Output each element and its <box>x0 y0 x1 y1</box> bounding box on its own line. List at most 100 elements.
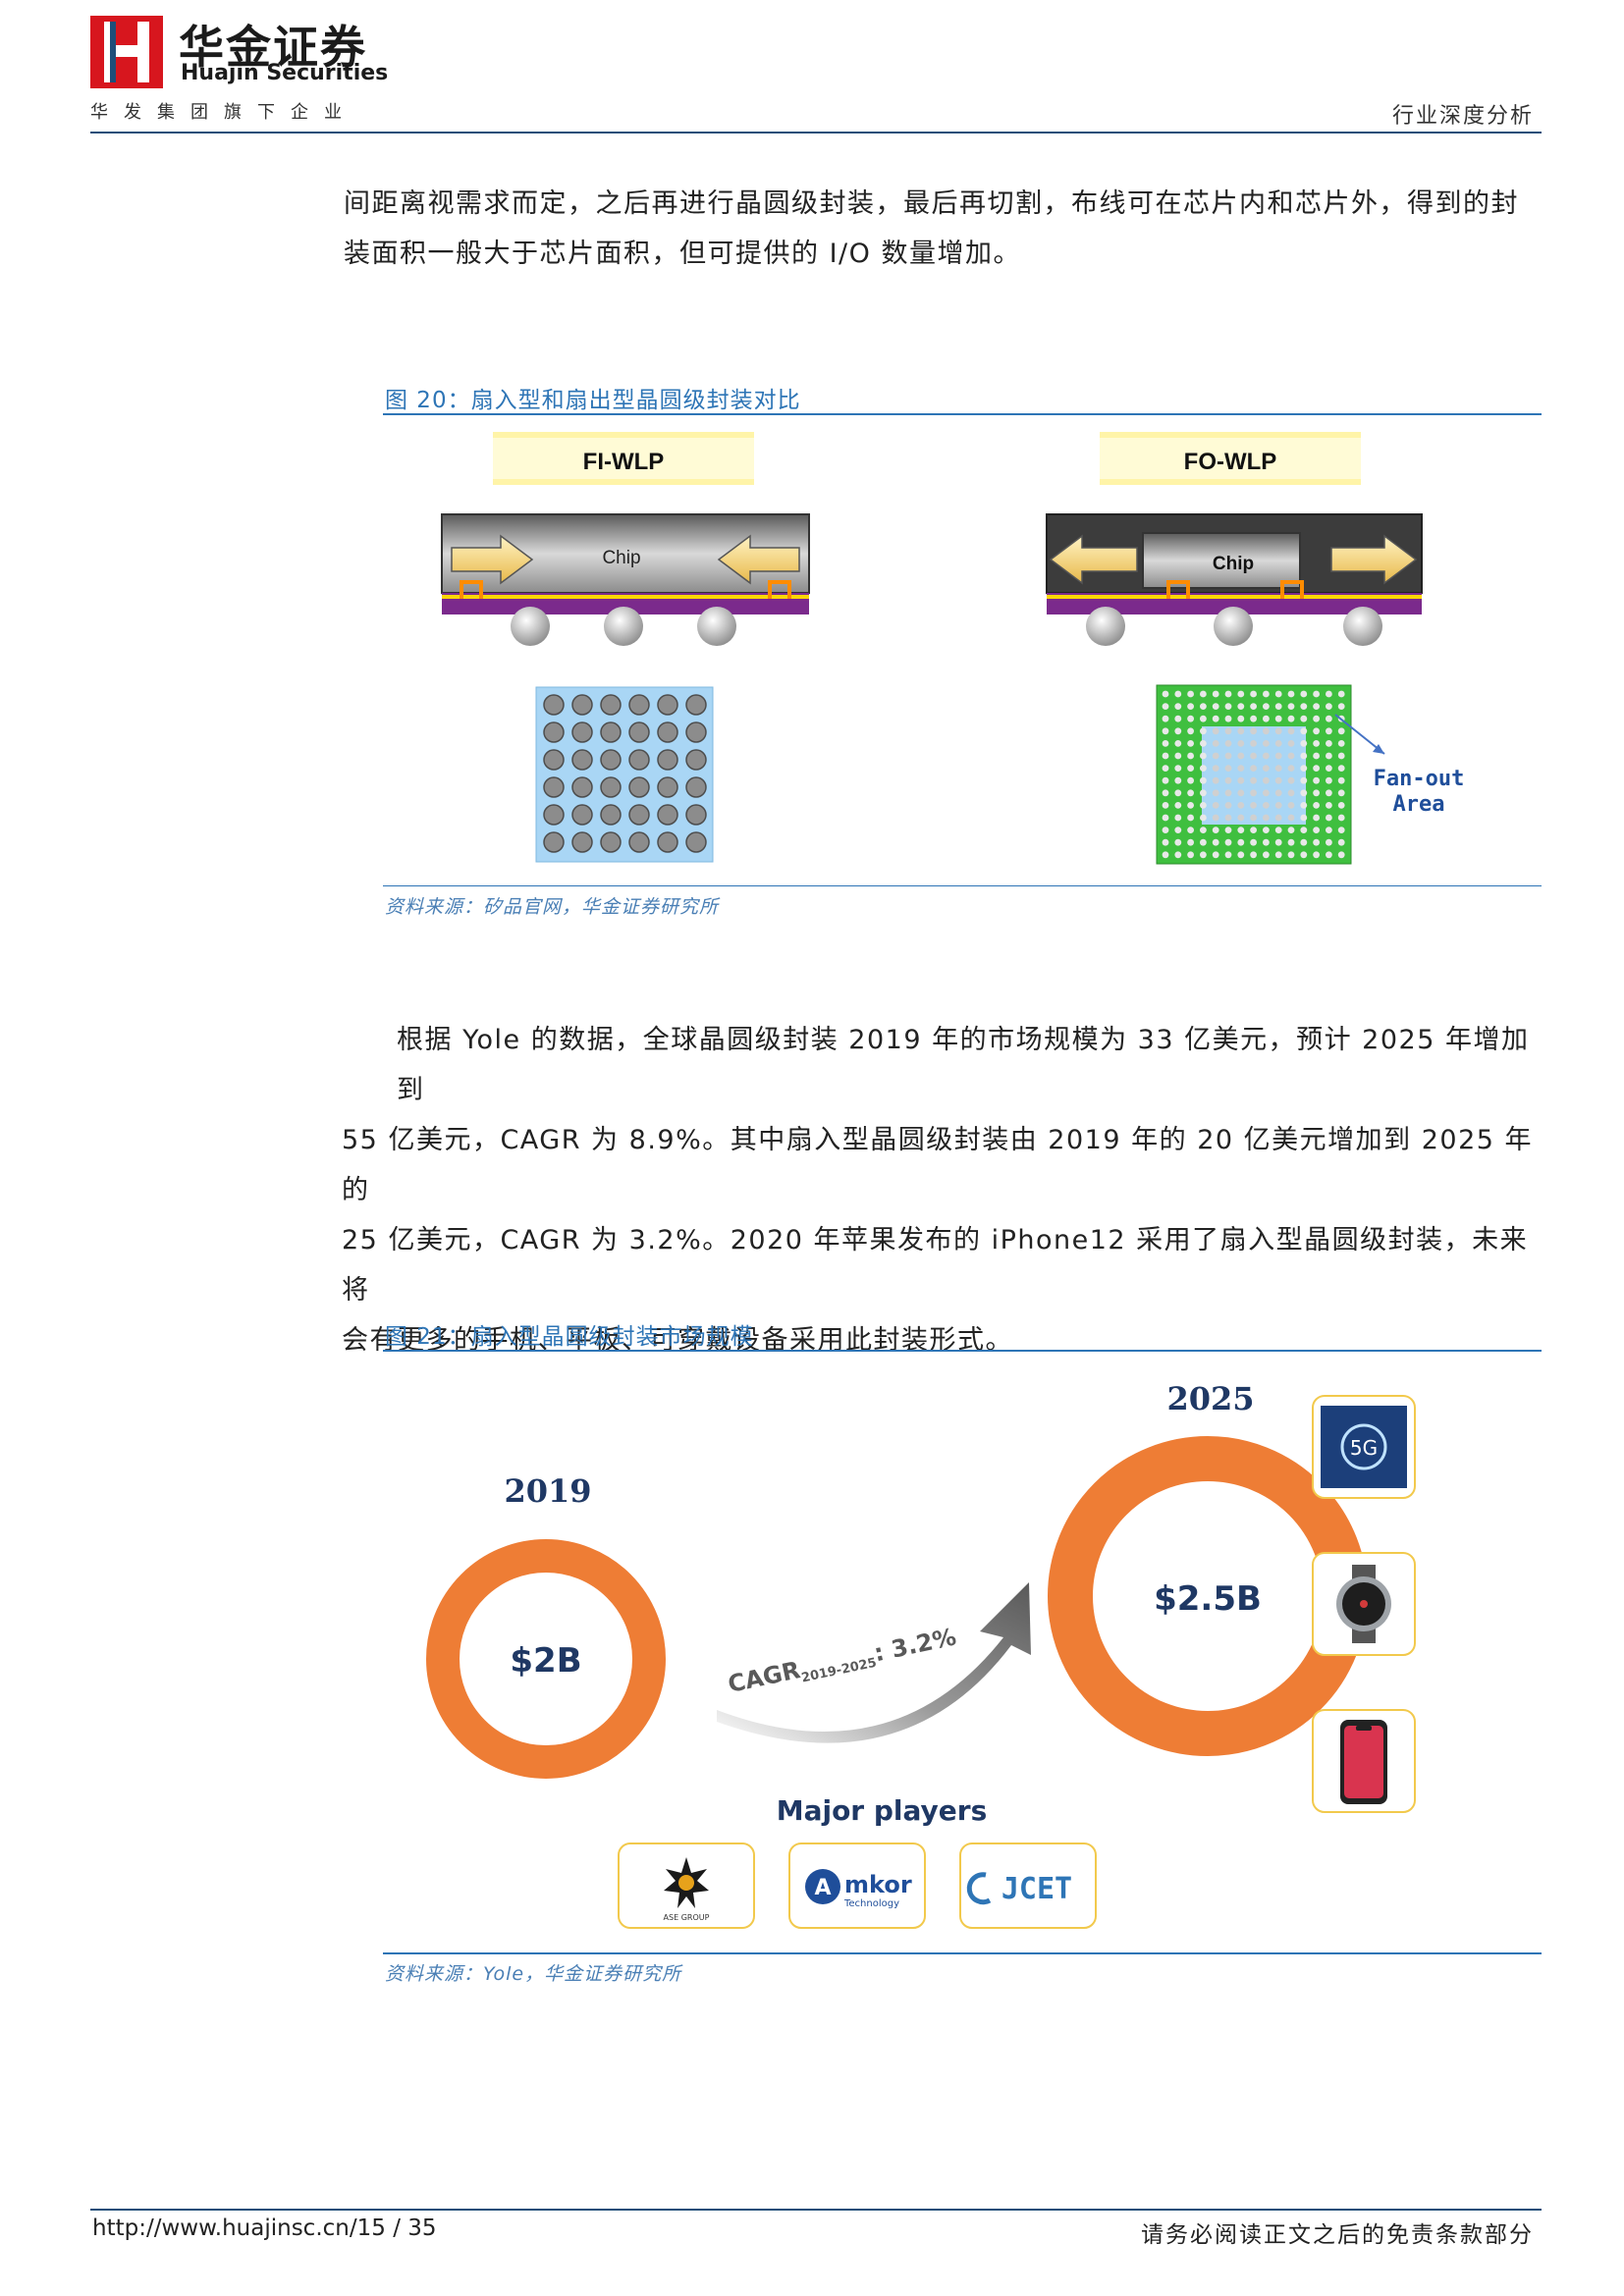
huajin-logo-icon <box>90 16 163 88</box>
solder-ball <box>1212 703 1219 710</box>
solder-ball <box>1174 703 1182 710</box>
player-amkor-card: A mkor Technology <box>788 1842 926 1929</box>
solder-ball <box>1337 814 1345 822</box>
solder-ball <box>1224 752 1232 760</box>
paragraph-2: 根据 Yole 的数据，全球晶圆级封装 2019 年的市场规模为 33 亿美元，… <box>342 1015 1544 1365</box>
solder-ball <box>1162 690 1169 698</box>
solder-ball <box>1224 802 1232 809</box>
solder-ball <box>1212 752 1219 760</box>
solder-ball <box>657 694 678 716</box>
solder-ball <box>1162 765 1169 772</box>
solder-ball <box>1326 851 1332 859</box>
solder-ball <box>1174 776 1182 784</box>
solder-ball <box>1200 752 1207 760</box>
solder-ball <box>600 776 622 798</box>
solder-ball <box>1200 851 1207 859</box>
solder-ball <box>1162 740 1169 747</box>
solder-ball <box>571 749 593 771</box>
solder-ball <box>1174 814 1182 822</box>
solder-ball <box>1187 838 1194 846</box>
solder-ball <box>1300 752 1308 760</box>
solder-ball <box>571 776 593 798</box>
solder-ball <box>543 749 565 771</box>
solder-ball <box>1200 776 1207 784</box>
ring-2019 <box>426 1539 666 1779</box>
solder-ball <box>1224 776 1232 784</box>
svg-text:CAGR2019-2025: 3.2%: CAGR2019-2025: 3.2% <box>726 1623 959 1701</box>
solder-ball <box>685 776 707 798</box>
paragraph-line: 根据 Yole 的数据，全球晶圆级封装 2019 年的市场规模为 33 亿美元，… <box>397 1025 1530 1105</box>
solder-ball <box>1313 752 1320 760</box>
solder-ball <box>1200 838 1207 846</box>
solder-ball <box>1300 827 1308 833</box>
solder-ball <box>1224 789 1232 797</box>
fi-chip-label: Chip <box>602 548 640 568</box>
solder-ball <box>1326 838 1332 846</box>
major-players-label: Major players <box>777 1794 988 1827</box>
year-2019-label: 2019 <box>504 1472 591 1510</box>
fanout-label-line2: Area <box>1393 792 1445 817</box>
player-ase-card: ASE GROUP <box>618 1842 755 1929</box>
solder-ball <box>1274 690 1282 698</box>
figure-20-source: 资料来源：矽品官网，华金证券研究所 <box>385 896 720 918</box>
solder-ball <box>1287 740 1295 747</box>
solder-ball <box>1300 765 1308 772</box>
solder-ball <box>1200 789 1207 797</box>
value-2025: $2.5B <box>1154 1579 1262 1619</box>
solder-ball <box>571 721 593 743</box>
solder-ball <box>571 804 593 826</box>
solder-ball <box>1313 838 1320 846</box>
solder-ball <box>1237 827 1245 833</box>
solder-ball <box>1174 727 1182 735</box>
solder-ball <box>1287 789 1295 797</box>
solder-ball <box>1337 851 1345 859</box>
solder-ball <box>600 804 622 826</box>
solder-ball <box>685 804 707 826</box>
solder-ball <box>1250 765 1257 772</box>
solder-ball <box>657 804 678 826</box>
solder-ball <box>1162 789 1169 797</box>
solder-ball <box>1274 838 1282 846</box>
solder-ball <box>1162 715 1169 722</box>
solder-ball <box>1263 827 1270 833</box>
solder-ball <box>1313 740 1320 747</box>
solder-ball <box>1250 851 1257 859</box>
solder-ball <box>628 804 650 826</box>
solder-ball <box>1200 690 1207 698</box>
solder-ball <box>628 776 650 798</box>
solder-ball <box>1326 727 1332 735</box>
footer-url[interactable]: http://www.huajinsc.cn/ <box>92 2216 357 2241</box>
solder-ball <box>1337 703 1345 710</box>
page-total: 35 <box>407 2216 437 2241</box>
solder-ball <box>1313 776 1320 784</box>
solder-ball <box>1224 715 1232 722</box>
solder-ball <box>657 776 678 798</box>
page-number: 15 <box>356 2216 386 2241</box>
solder-ball <box>1250 715 1257 722</box>
solder-ball <box>1313 827 1320 833</box>
solder-ball <box>1313 814 1320 822</box>
solder-ball <box>1224 838 1232 846</box>
solder-ball <box>571 694 593 716</box>
solder-ball <box>1263 740 1270 747</box>
solder-ball <box>1237 740 1245 747</box>
solder-ball <box>1162 776 1169 784</box>
solder-ball <box>1237 715 1245 722</box>
solder-ball <box>1287 814 1295 822</box>
solder-ball <box>1162 802 1169 809</box>
solder-ball <box>1200 802 1207 809</box>
solder-ball <box>1162 851 1169 859</box>
solder-ball <box>1337 802 1345 809</box>
solder-ball <box>1313 715 1320 722</box>
solder-ball <box>1287 690 1295 698</box>
solder-ball <box>1187 827 1194 833</box>
solder-ball <box>1313 765 1320 772</box>
solder-ball <box>543 804 565 826</box>
jcet-text: JCET <box>1001 1872 1072 1906</box>
solder-ball <box>1237 727 1245 735</box>
solder-ball <box>1287 802 1295 809</box>
solder-ball <box>1187 727 1194 735</box>
solder-ball <box>1212 740 1219 747</box>
solder-ball <box>1274 814 1282 822</box>
solder-ball <box>1274 740 1282 747</box>
